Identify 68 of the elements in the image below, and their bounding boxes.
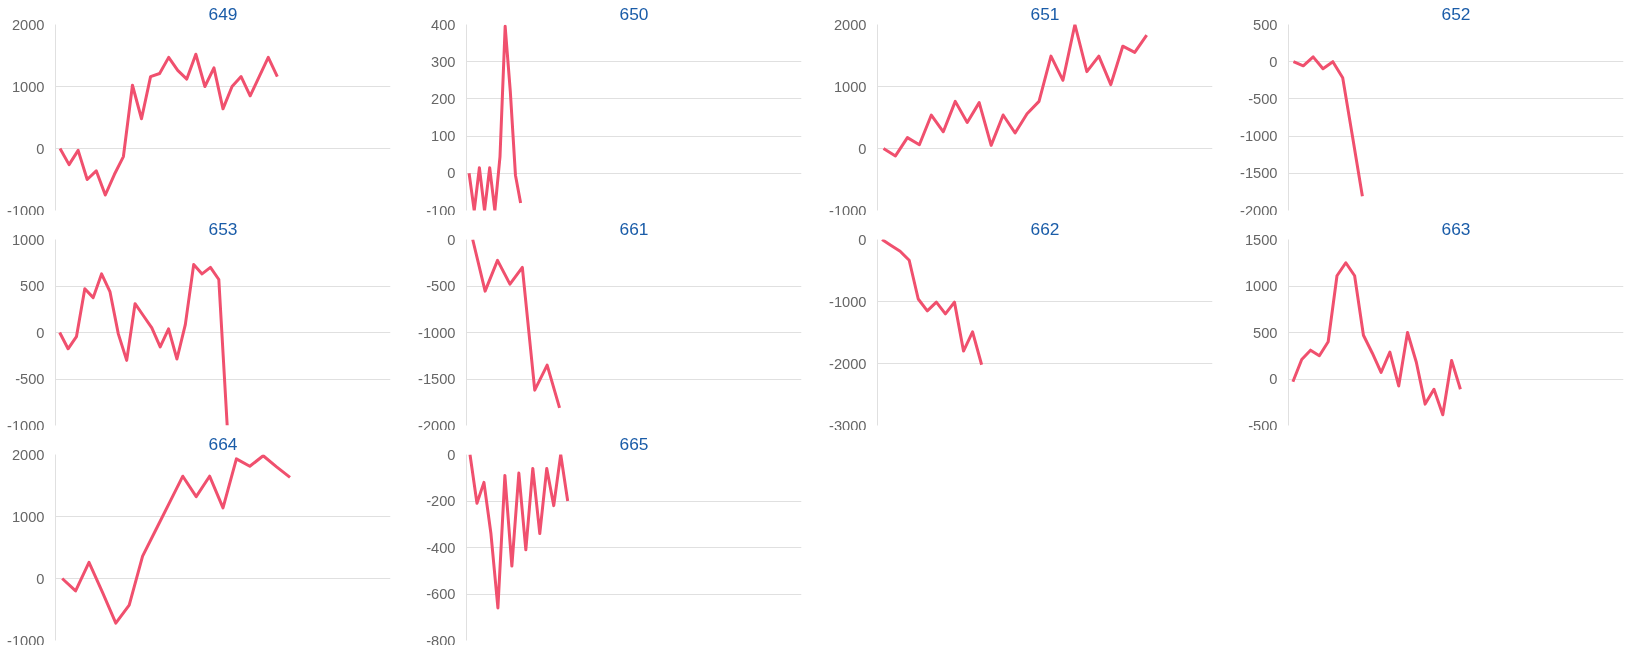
chart-title: 653 bbox=[208, 218, 238, 239]
y-tick-label: -200 bbox=[426, 493, 456, 509]
chart-title: 661 bbox=[619, 218, 649, 239]
y-tick-label: -2000 bbox=[418, 417, 456, 434]
y-tick-label: -500 bbox=[1248, 417, 1278, 434]
y-tick-label: 1000 bbox=[1244, 278, 1278, 294]
y-tick-label: -500 bbox=[15, 371, 45, 387]
y-tick-label: -100 bbox=[426, 202, 456, 219]
y-tick-label: 1000 bbox=[833, 78, 867, 95]
y-tick-label: 1000 bbox=[11, 508, 45, 525]
chart-title: 663 bbox=[1441, 218, 1471, 239]
y-tick-label: 0 bbox=[447, 231, 456, 248]
line-series bbox=[471, 239, 562, 410]
y-tick-label: 0 bbox=[858, 140, 867, 157]
y-tick-label: -1500 bbox=[418, 371, 456, 387]
line-series bbox=[880, 239, 984, 367]
line-series bbox=[58, 52, 279, 197]
y-tick-label: -1000 bbox=[1240, 128, 1278, 145]
y-tick-label: 100 bbox=[431, 128, 456, 145]
y-tick-label: 200 bbox=[431, 90, 456, 107]
chart-title: 665 bbox=[619, 433, 649, 454]
line-series bbox=[881, 24, 1149, 158]
y-tick-label: -2000 bbox=[1240, 202, 1278, 219]
y-tick-label: 0 bbox=[1269, 371, 1278, 387]
line-series bbox=[1291, 55, 1364, 198]
chart-title: 664 bbox=[208, 433, 238, 454]
chart-title: 650 bbox=[619, 3, 649, 24]
chart-title: 649 bbox=[208, 3, 238, 24]
y-tick-label: 0 bbox=[36, 324, 45, 341]
y-tick-label: 0 bbox=[447, 446, 456, 463]
y-tick-label: 400 bbox=[431, 16, 456, 33]
y-tick-label: 0 bbox=[858, 231, 867, 248]
line-series bbox=[468, 454, 570, 610]
y-tick-label: 0 bbox=[36, 140, 45, 157]
y-tick-label: -1000 bbox=[829, 293, 867, 310]
y-tick-label: 500 bbox=[1253, 324, 1278, 341]
line-series bbox=[1291, 261, 1462, 417]
y-tick-label: -500 bbox=[426, 278, 456, 294]
y-tick-label: -1000 bbox=[7, 417, 45, 434]
y-tick-label: 2000 bbox=[11, 446, 45, 463]
y-tick-label: -3000 bbox=[829, 417, 867, 434]
y-tick-label: -800 bbox=[426, 632, 456, 649]
y-tick-label: -1500 bbox=[1240, 165, 1278, 182]
y-tick-label: -1000 bbox=[7, 632, 45, 649]
y-tick-label: -1000 bbox=[418, 324, 456, 341]
chart-title: 652 bbox=[1441, 3, 1471, 24]
y-tick-label: 2000 bbox=[833, 16, 867, 33]
y-tick-label: -1000 bbox=[7, 202, 45, 219]
chart-title: 651 bbox=[1030, 3, 1060, 24]
line-series bbox=[58, 263, 229, 426]
y-tick-label: 1000 bbox=[11, 78, 45, 95]
y-tick-label: 2000 bbox=[11, 16, 45, 33]
y-tick-label: 1000 bbox=[11, 231, 45, 248]
y-tick-label: 500 bbox=[1253, 16, 1278, 33]
y-tick-label: -400 bbox=[426, 539, 456, 556]
y-tick-label: 300 bbox=[431, 53, 456, 70]
chart-title: 662 bbox=[1030, 218, 1060, 239]
y-tick-label: 0 bbox=[1269, 53, 1278, 70]
y-tick-label: -500 bbox=[1248, 90, 1278, 107]
y-tick-label: -1000 bbox=[829, 202, 867, 219]
y-tick-label: 0 bbox=[447, 165, 456, 182]
y-tick-label: -600 bbox=[426, 586, 456, 602]
y-tick-label: 1500 bbox=[1244, 231, 1278, 248]
y-tick-label: 500 bbox=[20, 278, 45, 294]
line-series bbox=[60, 454, 292, 625]
line-series bbox=[467, 24, 523, 211]
y-tick-label: -2000 bbox=[829, 355, 867, 372]
y-tick-label: 0 bbox=[36, 570, 45, 587]
